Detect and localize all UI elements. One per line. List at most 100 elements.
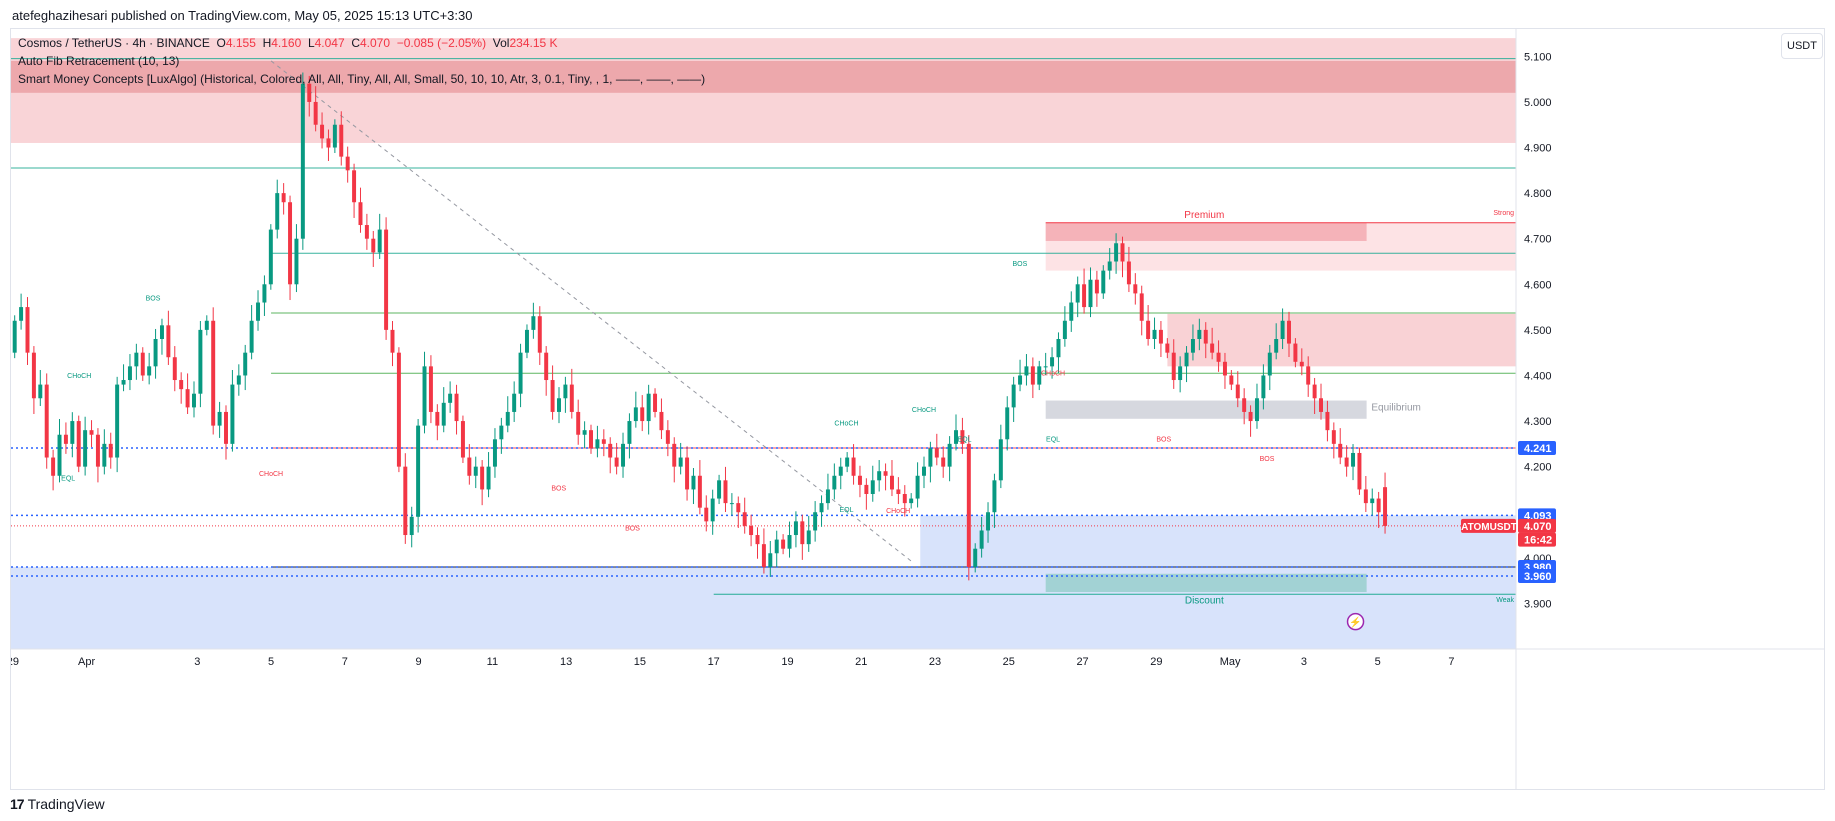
candle-bear (281, 193, 286, 203)
tradingview-logo[interactable]: 17 TradingView (10, 796, 105, 812)
candle-bull (710, 498, 715, 522)
candle-bear (428, 366, 433, 412)
chart-canvas[interactable]: EQL CHoCH BOS CHoCH BOS BOS EQL CHoCH CHoCH CHoCH… (11, 29, 1824, 789)
candle-bull (416, 425, 421, 517)
tradingview-logo-icon: 17 (10, 796, 25, 812)
candle-bear (704, 507, 709, 522)
candle-bull (19, 307, 24, 321)
candle-bull (595, 439, 600, 449)
x-tick-label: 21 (855, 656, 867, 668)
candle-bear (736, 503, 741, 513)
candle-bull (1254, 398, 1259, 422)
candle-bull (256, 302, 261, 321)
candle-bear (185, 389, 190, 408)
y-tick-label: 4.900 (1524, 143, 1552, 155)
candle-bull (83, 430, 88, 467)
candle-bear (1120, 243, 1125, 262)
x-tick-label: 29 (11, 656, 19, 668)
ohlc-row: Cosmos / TetherUS · 4h · BINANCE O4.155 … (18, 34, 705, 52)
candle-bear (941, 457, 946, 467)
candle-bear (1030, 366, 1035, 385)
candle-bear (480, 466, 485, 490)
y-tick-label: 4.300 (1524, 416, 1552, 428)
lightning-glyph: ⚡ (1349, 616, 1361, 629)
candle-bear (390, 329, 395, 353)
symbol-title[interactable]: Cosmos / TetherUS · 4h · BINANCE (18, 36, 210, 50)
candle-bear (63, 434, 68, 444)
candle-bull (134, 352, 139, 367)
candle-bull (915, 475, 920, 499)
candle-bull (38, 384, 43, 399)
discount-zone-dark (1045, 573, 1367, 593)
candle-bear (1319, 398, 1323, 412)
candle-bull (159, 325, 164, 339)
structure-label: BOS (1260, 456, 1275, 463)
candle-bull (377, 229, 382, 253)
candle-bear (1363, 489, 1368, 504)
candle-bear (761, 544, 766, 567)
x-tick-label: 17 (708, 656, 720, 668)
candle-bull (627, 421, 632, 444)
candle-bear (467, 457, 472, 476)
time-axis: 29 Apr 3 5 7 9 11 13 15 17 19 21 23 25 27 29 May 3 5 7 (11, 648, 1824, 668)
candle-bull (448, 393, 453, 403)
candle-bull (998, 439, 1003, 481)
candle-bull (813, 512, 818, 531)
price-badge-label: 3.960 (1524, 571, 1552, 583)
currency-button[interactable]: USDT (1781, 33, 1823, 59)
weak-label: Weak (1496, 597, 1514, 604)
candle-bear (345, 156, 350, 171)
candle-bull (198, 329, 203, 394)
candle-bear (755, 535, 760, 545)
x-tick-label: 11 (487, 656, 498, 668)
candle-bull (1088, 279, 1093, 308)
candle-bear (672, 443, 677, 467)
candle-bull (249, 320, 254, 353)
price-axis: 5.100 5.000 4.900 4.800 4.700 4.600 4.500 4.400… (1515, 29, 1556, 789)
structure-label: CHoCH (912, 407, 936, 414)
candle-bear (659, 411, 664, 431)
candle-bear (902, 494, 907, 504)
structure-label: EQL (839, 507, 853, 514)
candle-bull (115, 384, 120, 458)
candle-bear (934, 448, 939, 458)
candle-bear (44, 384, 49, 458)
candle-bear (537, 316, 542, 353)
indicator-smc[interactable]: Smart Money Concepts [LuxAlgo] (Historic… (18, 72, 706, 86)
candle-bear (1344, 457, 1349, 467)
y-tick-label: 5.100 (1524, 51, 1552, 63)
x-tick-label: 27 (1076, 656, 1088, 668)
candle-bull (1184, 352, 1189, 367)
candle-bull (1037, 366, 1042, 385)
candle-bear (1210, 343, 1215, 353)
candle-bear (166, 325, 171, 358)
candle-bear (1165, 343, 1170, 353)
candle-bear (1338, 443, 1343, 458)
x-tick-label: May (1220, 656, 1241, 668)
structure-label: CHoCH (834, 421, 858, 428)
candle-bull (979, 530, 984, 549)
candle-bear (76, 421, 81, 467)
candle-bull (192, 393, 196, 408)
candle-bear (1357, 452, 1362, 490)
structure-label: CHoCH (886, 508, 910, 515)
high-label: H (262, 36, 272, 50)
candle-bull (486, 466, 491, 490)
candle-bull (422, 366, 427, 426)
candle-bear (326, 138, 331, 148)
indicator-fib[interactable]: Auto Fib Retracement (10, 13) (18, 54, 180, 68)
discount-zone-upper (920, 515, 1516, 567)
structure-label: EQL (61, 475, 75, 482)
candle-bull (986, 512, 991, 531)
candle-bull (268, 229, 273, 285)
candle-bear (320, 124, 325, 139)
x-tick-label: 7 (1448, 656, 1454, 668)
structure-label: BOS (1156, 437, 1171, 444)
candle-bull (300, 83, 305, 239)
candle-bull (563, 384, 568, 399)
candle-bear (384, 229, 389, 330)
candle-bear (697, 475, 702, 508)
candle-bull (217, 411, 222, 426)
x-tick-label: 13 (560, 656, 572, 668)
candle-bull (1062, 320, 1067, 339)
